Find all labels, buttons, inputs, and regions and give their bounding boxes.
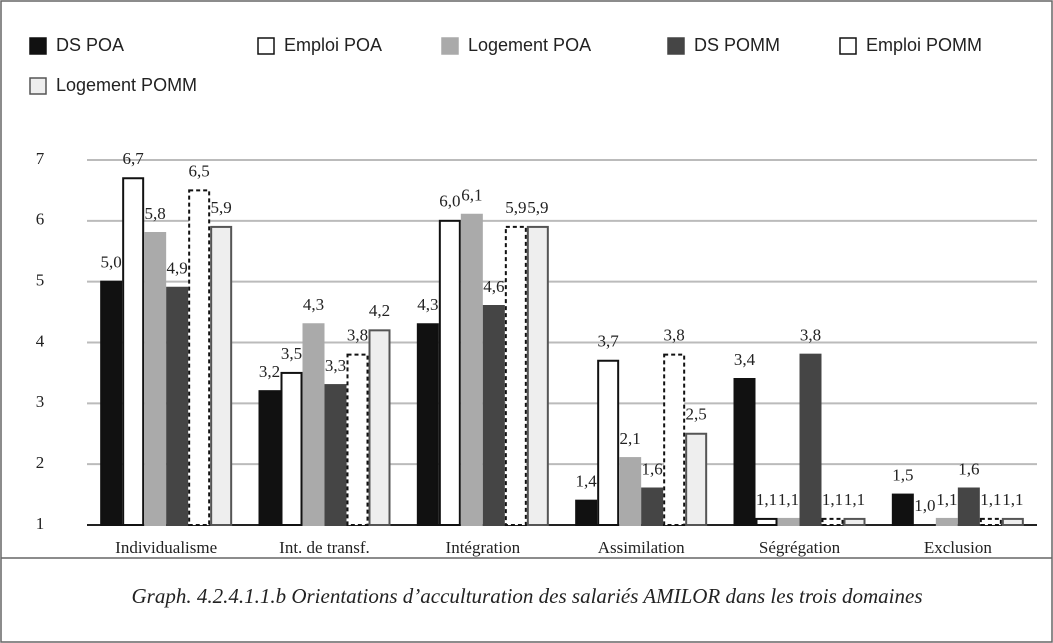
value-label: 1,1 [936,490,957,509]
y-tick-label: 1 [36,514,45,533]
bar [188,189,211,527]
value-label: 1,6 [642,459,663,478]
value-label: 6,0 [439,192,460,211]
x-tick-label: Exclusion [924,538,992,557]
bar [575,499,598,526]
legend-label: Emploi POA [284,35,382,55]
chart-caption: Graph. 4.2.4.1.1.b Orientations d’accult… [132,584,923,608]
value-label: 1,1 [756,490,777,509]
value-label: 1,1 [844,490,865,509]
x-tick-label: Int. de transf. [279,538,370,557]
legend-label: DS POA [56,35,124,55]
value-label: 4,2 [369,301,390,320]
y-tick-label: 4 [36,331,45,350]
bar [280,371,303,526]
value-label: 3,4 [734,350,756,369]
bar [482,305,505,526]
value-label: 1,4 [576,472,598,491]
legend-swatch [441,37,459,55]
bar [777,517,800,527]
value-label: 5,0 [101,253,122,272]
value-label: 1,1 [822,490,843,509]
bar [755,517,778,527]
bar [210,225,233,527]
value-label: 5,8 [145,204,166,223]
legend-label: DS POMM [694,35,780,55]
value-label: 4,9 [167,259,188,278]
bar [526,225,549,527]
y-tick-label: 5 [36,271,45,290]
bar [935,517,958,527]
legend-label: Emploi POMM [866,35,982,55]
value-label: 1,0 [914,496,935,515]
value-label: 4,3 [303,295,324,314]
value-label: 1,5 [892,465,913,484]
bar [346,353,369,526]
legend-swatch [257,37,275,55]
value-label: 1,6 [958,459,979,478]
legend-swatch [29,37,47,55]
bar [122,177,145,526]
bar [891,493,914,527]
legend-label: Logement POA [468,35,591,55]
value-label: 3,2 [259,362,280,381]
bar [979,517,1002,527]
bar [368,329,391,527]
bar [416,323,439,526]
value-label: 2,5 [686,405,707,424]
value-label: 3,5 [281,344,302,363]
bar [100,280,123,526]
x-tick-label: Assimilation [598,538,685,557]
bar [733,378,756,526]
value-label: 6,5 [189,161,210,180]
bar [663,353,686,526]
y-tick-label: 2 [36,453,45,472]
bar [324,384,347,527]
value-label: 1,1 [778,490,799,509]
y-tick-label: 3 [36,392,45,411]
legend-label: Logement POMM [56,75,197,95]
bar [1001,517,1024,527]
legend-swatch [667,37,685,55]
value-label: 1,1 [980,490,1001,509]
value-label: 3,8 [800,326,821,345]
bar [144,232,167,526]
value-label: 3,8 [664,326,685,345]
y-tick-label: 7 [36,149,45,168]
bar [597,359,620,526]
bar [460,213,483,526]
value-label: 5,9 [505,198,526,217]
bar [619,457,642,527]
bar [302,323,325,526]
bar [799,353,822,526]
y-tick-label: 6 [36,210,45,229]
legend-swatch [29,77,47,95]
legend-swatch [839,37,857,55]
x-tick-label: Intégration [446,538,521,557]
bar [821,517,844,527]
value-label: 6,1 [461,186,482,205]
value-label: 1,1 [1002,490,1023,509]
value-label: 4,3 [417,295,438,314]
bar [957,487,980,526]
bar [843,517,866,527]
bar [438,219,461,526]
value-label: 4,6 [483,277,504,296]
value-label: 3,3 [325,356,346,375]
bar [504,225,527,527]
x-tick-label: Individualisme [115,538,217,557]
value-label: 6,7 [123,149,145,168]
bar [685,432,708,526]
value-label: 5,9 [527,198,548,217]
value-label: 2,1 [620,429,641,448]
value-label: 3,7 [598,332,620,351]
value-label: 3,8 [347,326,368,345]
bar [641,487,664,526]
x-tick-label: Ségrégation [759,538,841,557]
bar [258,390,281,526]
bar [166,286,189,526]
value-label: 5,9 [211,198,232,217]
